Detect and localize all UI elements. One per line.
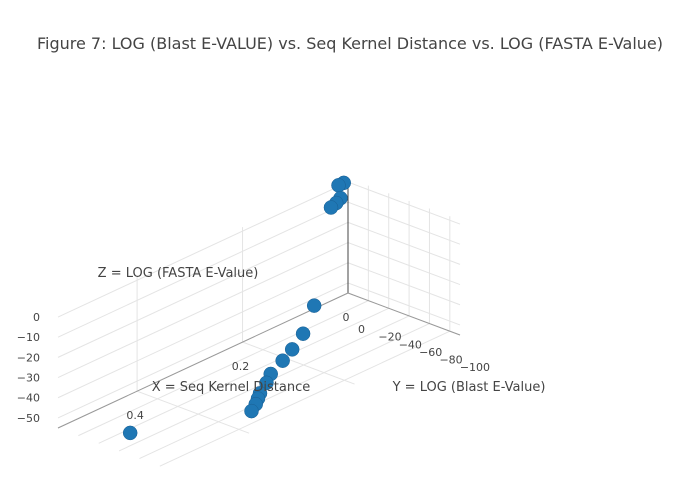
x-tick-label: 0.4 [126, 409, 144, 422]
grid-layer [57, 178, 461, 467]
data-point[interactable] [306, 298, 322, 313]
grid-line [347, 262, 461, 306]
y-tick-label: 0 [358, 323, 365, 336]
x-axis-line [57, 292, 349, 429]
y-tick-label: −20 [378, 331, 401, 344]
grid-line [57, 282, 349, 419]
data-point[interactable] [122, 425, 138, 441]
grid-line [57, 242, 349, 379]
x-tick-label: 0 [343, 311, 350, 324]
z-tick-label: −40 [17, 392, 40, 405]
grid-line [136, 390, 250, 434]
data-point[interactable] [331, 178, 346, 193]
y-tick-label: −40 [399, 338, 422, 351]
x-tick-label: 0.2 [232, 360, 250, 373]
grid-line [57, 221, 349, 358]
data-point[interactable] [244, 403, 259, 419]
grid-line [347, 242, 461, 286]
grid-line [57, 201, 349, 338]
grid-line [347, 201, 461, 245]
data-points[interactable] [122, 175, 351, 441]
grid-line [57, 262, 349, 399]
z-tick-label: −50 [17, 412, 40, 425]
grid-line [57, 181, 349, 318]
grid-line [98, 307, 389, 444]
y-tick-label: −100 [460, 361, 490, 374]
x-axis-title: X = Seq Kernel Distance [152, 380, 311, 395]
z-tick-label: 0 [33, 311, 40, 324]
grid-line [347, 221, 461, 265]
y-axis-line [347, 292, 461, 336]
y-axis-title: Y = LOG (Blast E-Value) [392, 380, 546, 395]
grid-line [242, 341, 355, 385]
grid-line [159, 330, 451, 467]
z-tick-label: −30 [17, 372, 40, 385]
z-axis-title: Z = LOG (FASTA E-Value) [98, 266, 259, 281]
data-point[interactable] [323, 200, 339, 215]
data-point[interactable] [295, 326, 311, 341]
z-tick-label: −20 [17, 351, 40, 364]
axis-layer [57, 178, 461, 429]
data-point[interactable] [275, 353, 290, 368]
y-tick-label: −60 [419, 346, 442, 359]
grid-line [347, 181, 461, 225]
data-point[interactable] [259, 375, 274, 391]
chart-title: Figure 7: LOG (Blast E-VALUE) vs. Seq Ke… [36, 34, 664, 53]
grid-line [139, 323, 430, 459]
grid-line [347, 282, 461, 326]
y-tick-label: −80 [439, 354, 462, 367]
grid-line [78, 300, 369, 437]
z-tick-label: −10 [17, 331, 40, 344]
data-point[interactable] [284, 342, 300, 357]
